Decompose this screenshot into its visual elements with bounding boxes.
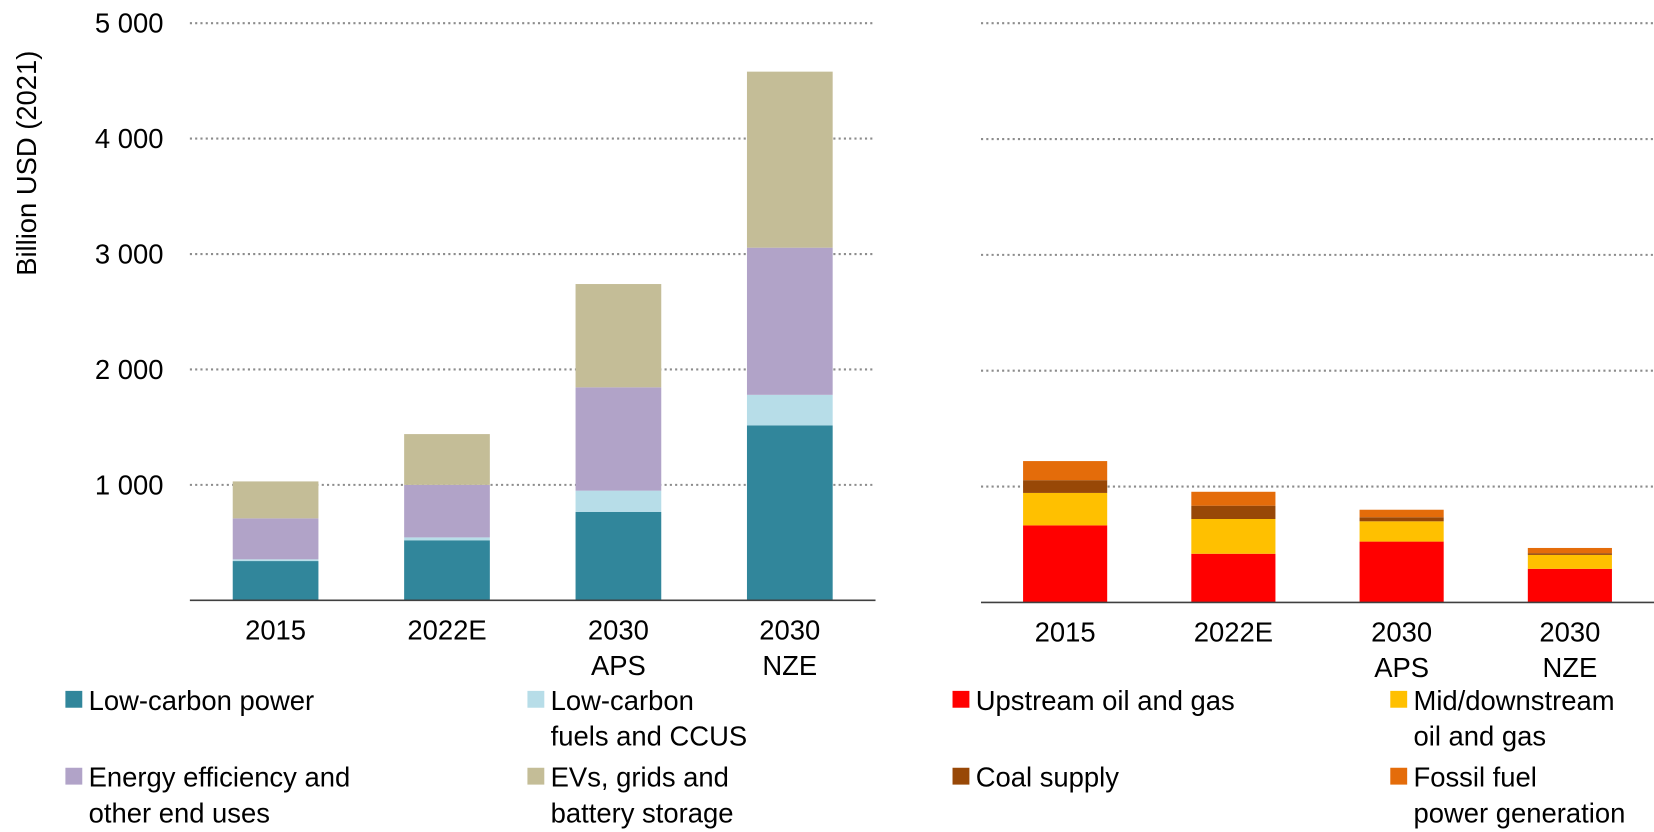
legend-swatch	[65, 767, 83, 785]
y-tick-label: 1 000	[95, 469, 164, 500]
bar-segment	[232, 561, 319, 601]
legend-swatch	[952, 767, 970, 785]
bar-segment	[575, 387, 662, 491]
legend-label: Low-carbon power	[89, 685, 315, 716]
bar-segment	[1359, 541, 1444, 603]
bar-segment	[1527, 568, 1612, 603]
bar-segment	[575, 284, 662, 388]
y-tick-label: 5 000	[95, 8, 164, 39]
bar-segment	[1359, 509, 1444, 518]
bar-segment	[1359, 521, 1444, 542]
y-tick-label: 3 000	[95, 239, 164, 270]
bar-segment	[746, 425, 833, 601]
x-tick-label: 2030 APS	[1371, 616, 1432, 683]
bar-segment	[1023, 480, 1108, 493]
bar-segment	[746, 247, 833, 395]
bar-segment	[1191, 505, 1276, 519]
legend-swatch	[1390, 767, 1408, 785]
legend-swatch	[952, 690, 970, 708]
bar-segment	[575, 512, 662, 601]
x-tick-label: 2015	[1035, 616, 1096, 647]
legend-label: Low-carbon fuels and CCUS	[551, 685, 748, 752]
x-tick-label: 2022E	[1194, 616, 1273, 647]
bar-segment	[232, 559, 319, 562]
legend-label: Energy efficiency and other end uses	[89, 762, 351, 829]
legend-swatch	[1390, 690, 1408, 708]
legend-swatch	[65, 690, 83, 708]
legend-label: Coal supply	[976, 762, 1120, 793]
bar-segment	[404, 484, 490, 538]
bar-segment	[1023, 461, 1108, 481]
bar-segment	[1359, 517, 1444, 522]
bar-segment	[1527, 554, 1612, 569]
x-tick-label: 2022E	[407, 614, 486, 645]
bar-segment	[232, 518, 319, 560]
bar-segment	[1023, 492, 1108, 526]
legend-swatch	[527, 767, 545, 785]
bar-segment	[404, 537, 490, 541]
x-tick-label: 2030 NZE	[759, 614, 820, 681]
bar-segment	[404, 540, 490, 601]
bar-segment	[1527, 553, 1612, 555]
bar-segment	[232, 481, 319, 519]
x-tick-label: 2030 NZE	[1539, 616, 1600, 683]
bar-segment	[1527, 547, 1612, 554]
x-tick-label: 2030 APS	[588, 614, 649, 681]
legend-label: Upstream oil and gas	[976, 685, 1235, 716]
bar-segment	[575, 490, 662, 513]
legend-label: Fossil fuel power generation	[1413, 762, 1625, 829]
legend-swatch	[527, 690, 545, 708]
y-tick-label: 2 000	[95, 354, 164, 385]
bar-segment	[1191, 518, 1276, 554]
bar-segment	[404, 434, 490, 485]
bar-segment	[1191, 491, 1276, 506]
legend-label: Mid/downstream oil and gas	[1413, 685, 1614, 752]
bar-segment	[1191, 553, 1276, 603]
bar-segment	[746, 71, 833, 248]
legend-label: EVs, grids and battery storage	[551, 762, 734, 829]
bar-segment	[746, 394, 833, 426]
y-axis-title: Billion USD (2021)	[11, 51, 42, 276]
x-tick-label: 2015	[245, 614, 306, 645]
y-tick-label: 4 000	[95, 123, 164, 154]
bar-segment	[1023, 525, 1108, 603]
